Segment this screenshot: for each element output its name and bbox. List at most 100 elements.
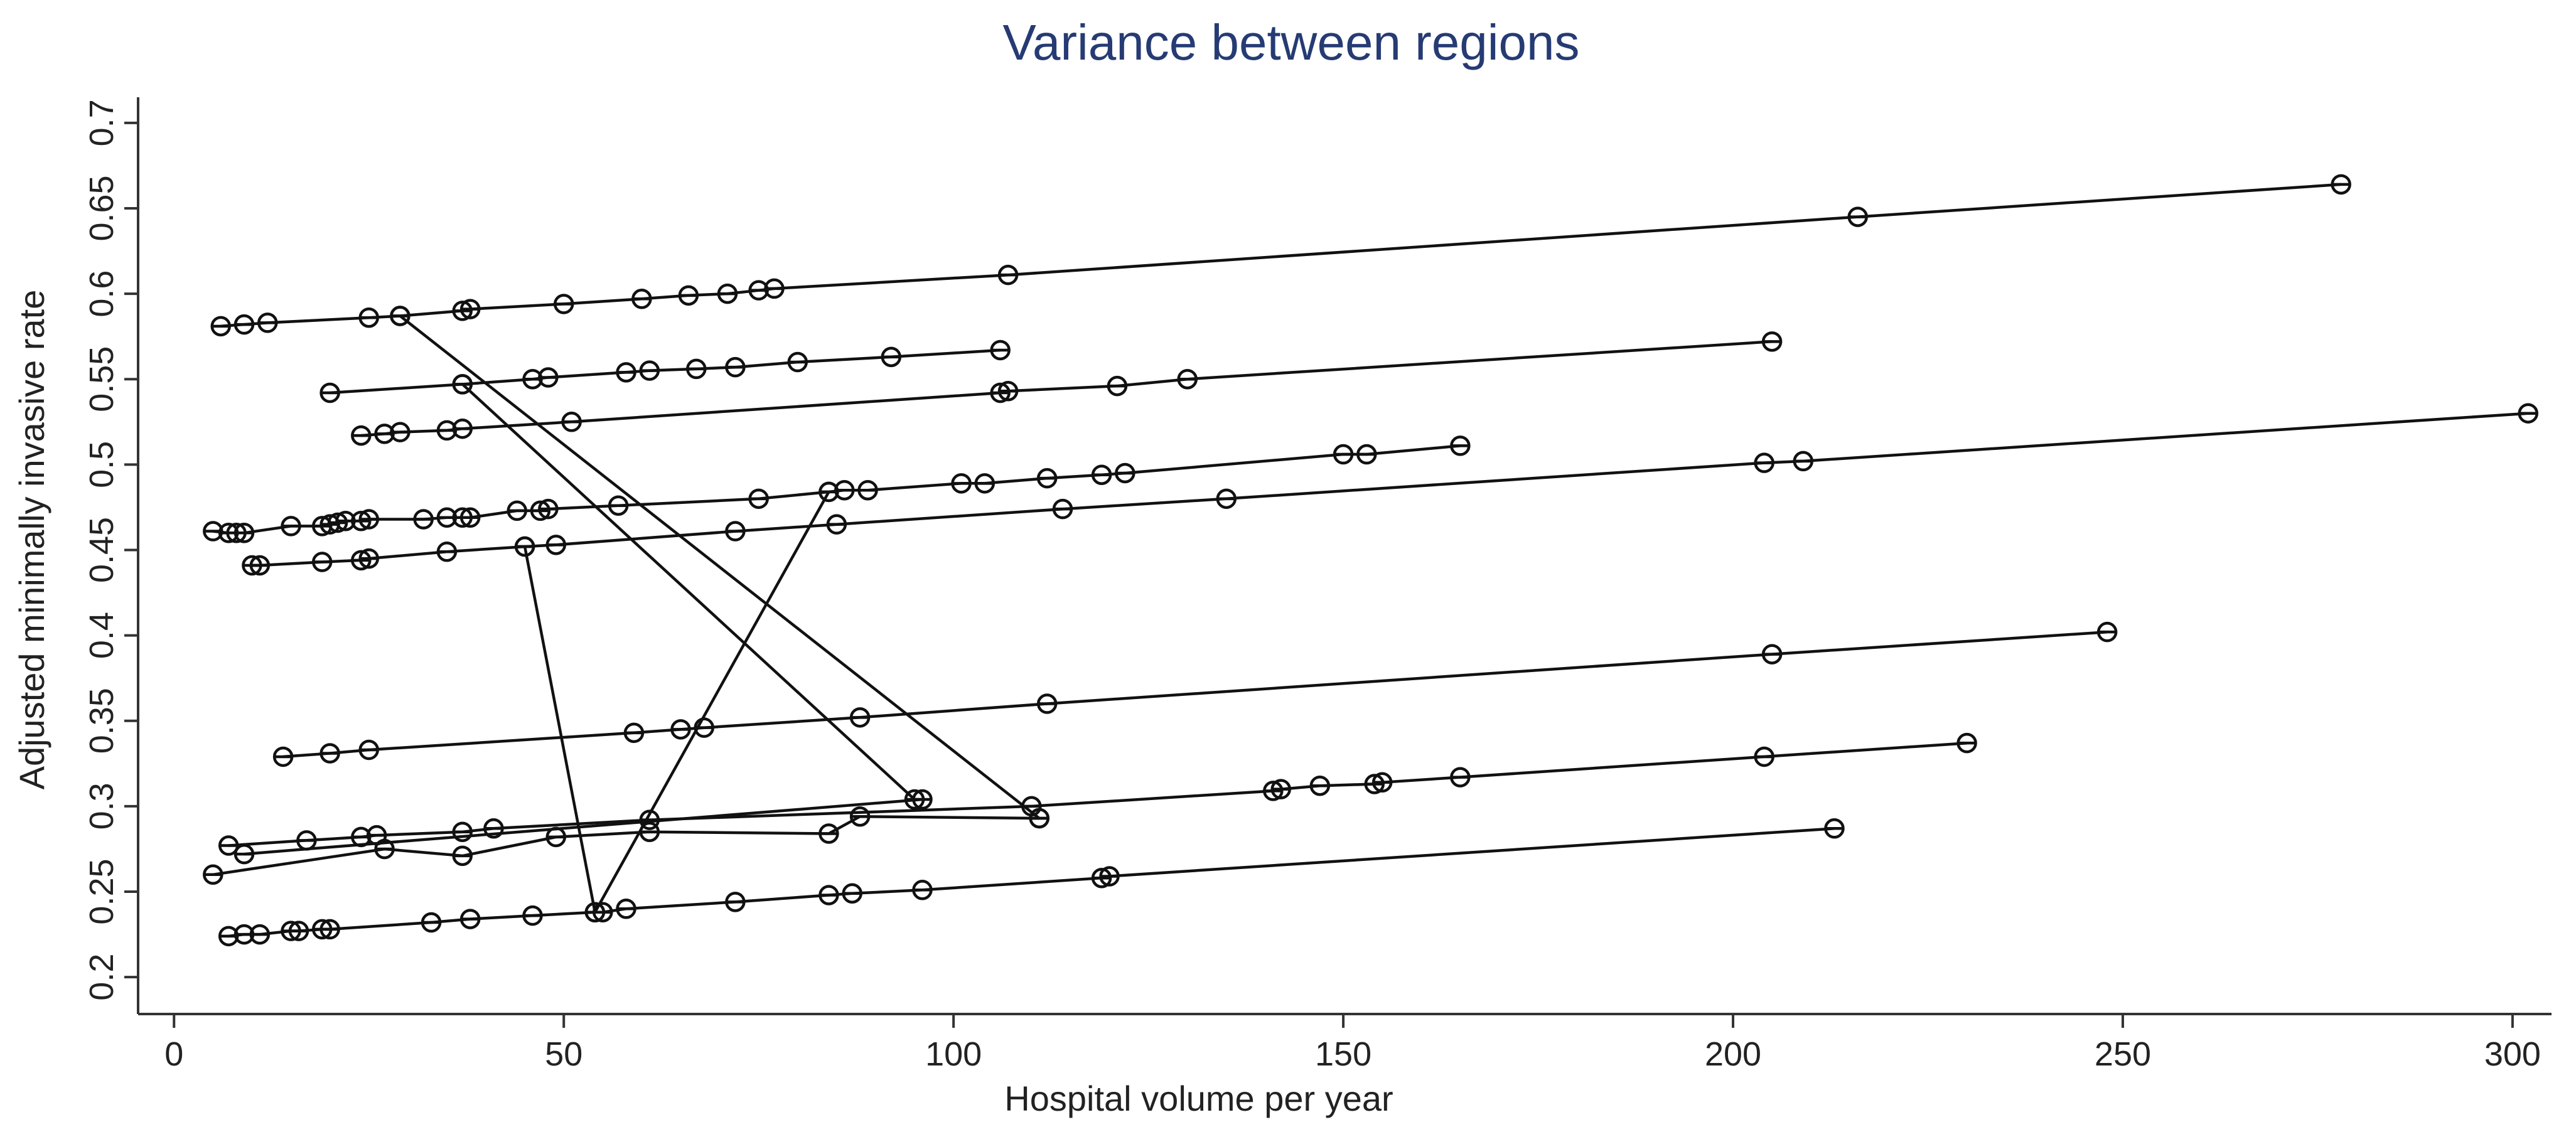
data-point-marker (272, 746, 294, 767)
data-point-marker (436, 541, 458, 562)
data-point-marker (2518, 403, 2538, 424)
markers-group (203, 174, 2538, 947)
data-point-marker (452, 418, 473, 439)
y-tick-label: 0.55 (83, 346, 121, 412)
data-point-marker (818, 481, 839, 503)
data-point-marker (1450, 435, 1471, 456)
data-point-marker (390, 422, 411, 442)
data-point-marker (1036, 467, 1058, 489)
data-point-marker (210, 316, 232, 337)
data-point-marker (319, 382, 340, 403)
data-point-marker (1107, 375, 1128, 397)
data-point-marker (826, 514, 847, 535)
data-point-marker (951, 473, 972, 494)
data-point-marker (694, 717, 714, 738)
data-point-marker (748, 488, 769, 510)
data-point-marker (2331, 174, 2351, 195)
data-point-marker (616, 899, 636, 919)
data-point-marker (507, 500, 527, 521)
data-point-marker (522, 905, 543, 926)
data-point-marker (1754, 746, 1774, 767)
data-point-marker (545, 535, 567, 555)
x-tick-label: 100 (925, 1035, 982, 1073)
series-line-11 (461, 383, 916, 801)
data-point-marker (233, 843, 255, 865)
data-point-marker (608, 495, 629, 516)
data-point-marker (288, 921, 309, 941)
y-tick-label: 0.2 (83, 954, 121, 1001)
y-tick-label: 0.35 (83, 688, 121, 754)
data-point-marker (1036, 693, 1058, 714)
data-point-marker (358, 509, 379, 530)
data-point-marker (686, 358, 707, 380)
series-line-5 (252, 412, 2528, 567)
data-point-marker (1847, 206, 1868, 227)
data-point-marker (639, 809, 660, 830)
data-point-marker (1099, 866, 1120, 887)
x-tick-label: 300 (2484, 1035, 2541, 1073)
data-point-marker (218, 835, 239, 856)
data-point-marker (413, 509, 434, 530)
data-point-marker (725, 356, 746, 378)
x-tick-label: 200 (1705, 1035, 1761, 1073)
data-point-marker (249, 555, 271, 576)
data-point-marker (616, 362, 636, 383)
data-point-marker (1270, 779, 1291, 799)
data-point-marker (1052, 498, 1073, 520)
data-point-marker (374, 838, 395, 860)
data-point-marker (1371, 772, 1393, 793)
data-point-marker (639, 821, 660, 842)
data-point-marker (319, 919, 340, 940)
data-point-marker (1216, 488, 1237, 510)
data-point-marker (725, 521, 746, 542)
data-point-marker (631, 289, 652, 309)
data-point-marker (849, 806, 871, 827)
data-point-marker (296, 830, 317, 851)
data-point-marker (1761, 644, 1783, 665)
x-axis-label: Hospital volume per year (1004, 1079, 1393, 1118)
data-point-marker (257, 312, 278, 333)
data-point-marker (452, 845, 473, 867)
data-point-marker (421, 912, 442, 933)
data-point-marker (881, 346, 902, 368)
data-point-marker (1177, 368, 1198, 390)
data-point-marker (725, 892, 746, 912)
data-point-marker (639, 360, 660, 381)
data-point-marker (459, 507, 481, 528)
data-point-marker (311, 552, 333, 572)
data-point-marker (459, 299, 481, 319)
data-point-marker (233, 314, 255, 335)
data-point-marker (818, 885, 839, 905)
y-axis-label: Adjusted minimally invasive rate (12, 290, 51, 790)
data-point-marker (249, 924, 271, 945)
y-tick-label: 0.6 (83, 270, 121, 318)
data-point-marker (319, 743, 340, 764)
chart-title: Variance between regions (1002, 14, 1579, 70)
data-point-marker (452, 374, 473, 395)
x-tick-label: 0 (164, 1035, 183, 1073)
data-point-marker (717, 283, 738, 304)
data-point-marker (1793, 451, 1814, 472)
data-point-marker (358, 739, 379, 761)
data-point-marker (912, 880, 933, 900)
data-point-marker (553, 294, 574, 314)
y-tick-label: 0.4 (83, 612, 121, 659)
data-point-marker (358, 548, 379, 569)
series-line-1 (220, 183, 2341, 328)
data-point-marker (1356, 444, 1377, 465)
data-point-marker (538, 367, 559, 388)
data-point-marker (764, 278, 785, 299)
data-point-marker (849, 707, 871, 728)
data-point-marker (670, 719, 691, 740)
data-point-marker (561, 412, 582, 432)
data-point-marker (538, 498, 559, 520)
y-tick-label: 0.45 (83, 517, 121, 583)
series-line-6 (282, 630, 2108, 759)
data-point-marker (545, 826, 567, 848)
data-point-marker (678, 285, 699, 306)
data-point-marker (1761, 331, 1783, 352)
data-point-marker (1754, 452, 1774, 473)
x-tick-label: 250 (2095, 1035, 2151, 1073)
y-tick-label: 0.25 (83, 858, 121, 924)
